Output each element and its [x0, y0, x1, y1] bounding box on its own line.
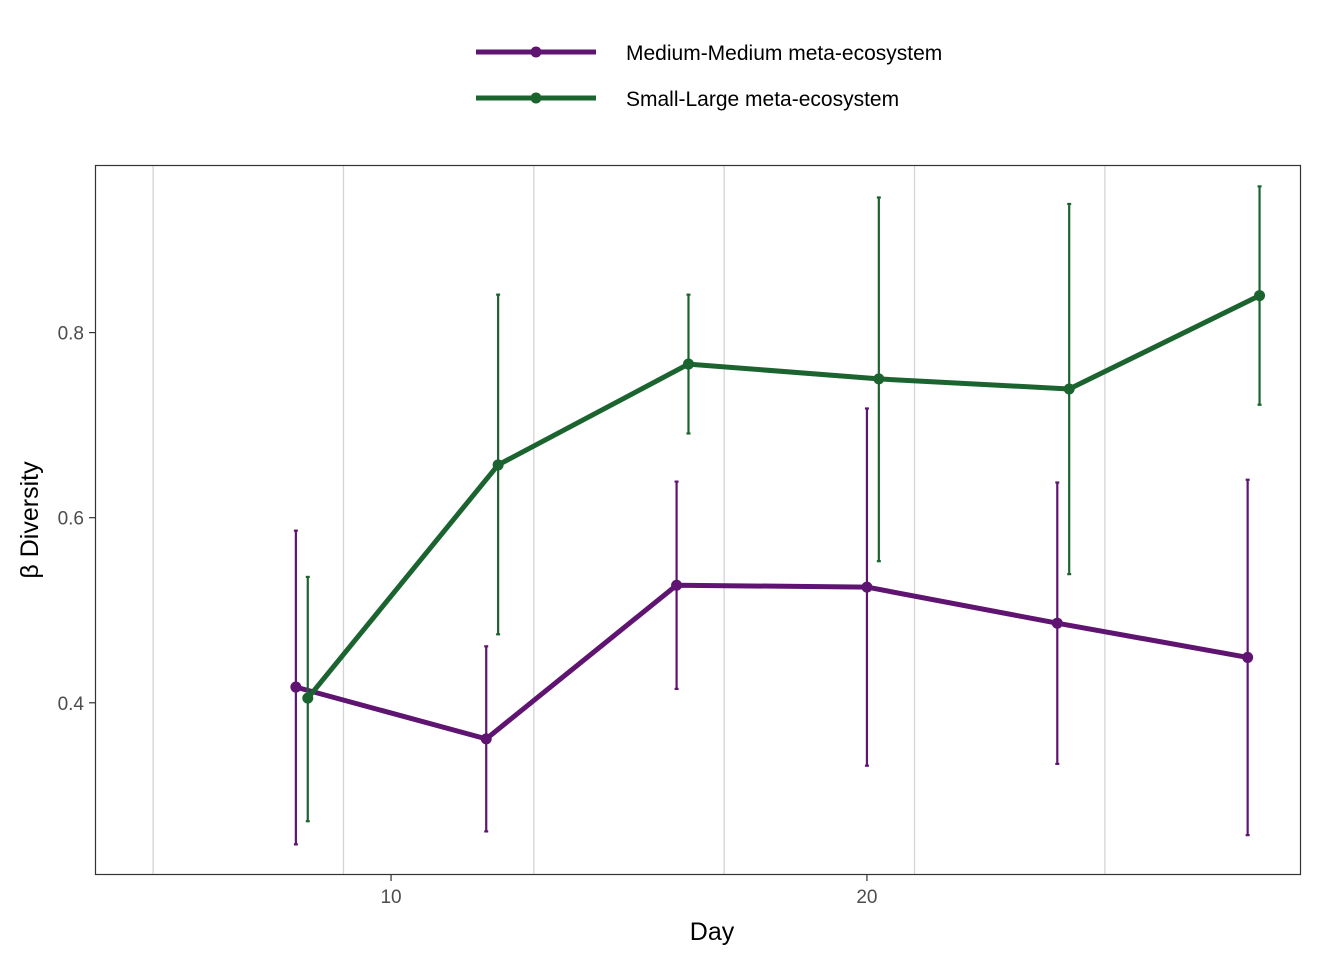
data-point [1254, 290, 1266, 302]
x-axis-title: Day [690, 918, 735, 946]
legend: Medium-Medium meta-ecosystem Small-Large … [476, 42, 942, 111]
series-line [305, 293, 1261, 700]
data-point [1051, 617, 1063, 629]
data-point [302, 692, 314, 704]
data-point [1063, 383, 1075, 395]
data-point [480, 733, 492, 745]
series-1 [290, 407, 1254, 846]
legend-item: Small-Large meta-ecosystem [476, 88, 899, 111]
data-point [1242, 651, 1254, 663]
y-tick-label: 0.8 [58, 324, 84, 345]
x-tick-label: 10 [380, 887, 401, 908]
legend-label: Medium-Medium meta-ecosystem [626, 42, 942, 65]
series-2 [302, 185, 1266, 823]
data-point [290, 681, 302, 693]
legend-item: Medium-Medium meta-ecosystem [476, 42, 942, 65]
data-point [682, 358, 694, 370]
y-tick-label: 0.6 [58, 509, 84, 530]
legend-label: Small-Large meta-ecosystem [626, 88, 899, 111]
x-tick-label: 20 [856, 887, 877, 908]
data-point [671, 579, 683, 591]
legend-swatch-point [530, 46, 542, 58]
y-tick-label: 0.4 [58, 694, 85, 715]
plot-panel-border [94, 164, 1302, 876]
series-line [295, 582, 1249, 742]
series-layer [290, 185, 1266, 846]
data-point [861, 581, 873, 593]
data-point [873, 373, 885, 385]
y-axis-title: β Diversity [16, 461, 44, 579]
data-point [492, 459, 504, 471]
legend-swatch-point [530, 92, 542, 104]
axis-ticks: 10 20 0.4 0.6 0.8 [58, 324, 878, 908]
gridlines [152, 166, 1106, 874]
